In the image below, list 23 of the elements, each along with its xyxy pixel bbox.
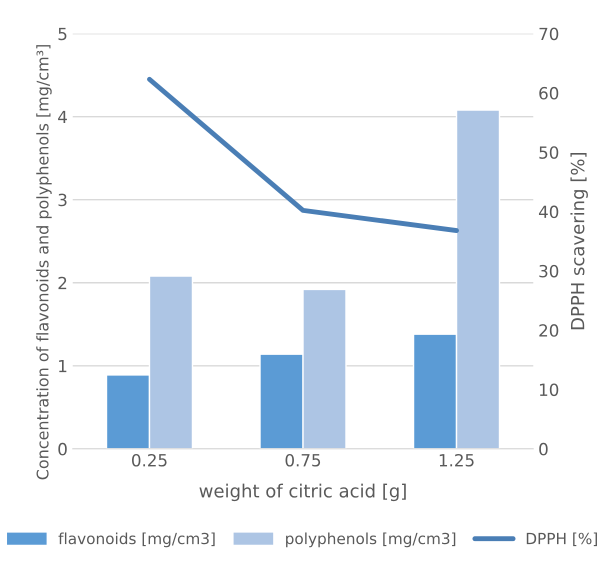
y2-tick-label: 0 [539,442,548,456]
y2-tick-label: 30 [539,264,558,278]
y-axis-title: Concentration of flavonoids and polyphenols [mg/cm³] [36,45,52,480]
x-axis-title: weight of citric acid [g] [199,484,406,502]
x-tick-label: 0.25 [132,454,167,467]
y-tick-label: 2 [58,276,66,290]
y2-tick-label: 50 [539,146,558,159]
x-tick-label: 0.75 [286,454,320,467]
legend-label: flavonoids [mg/cm3] [58,532,215,548]
y2-tick-label: 40 [538,206,558,218]
y-tick-label: 0 [58,442,67,456]
x-tick-label: 1.25 [440,454,474,467]
y2-tick-label: 10 [540,383,558,396]
y2-tick-label: 60 [539,86,558,100]
y2-tick-label: 70 [540,28,558,40]
y2-axis-title: DPPH scavering [%] [570,153,588,330]
y-tick-label: 5 [58,28,66,40]
y2-tick-label: 20 [539,324,558,337]
y-tick-label: 1 [59,360,66,372]
legend-label: DPPH [%] [526,532,597,546]
legend-label: polyphenols [mg/cm3] [286,532,456,548]
y-tick-label: 3 [58,194,67,206]
y-tick-label: 4 [58,110,67,124]
